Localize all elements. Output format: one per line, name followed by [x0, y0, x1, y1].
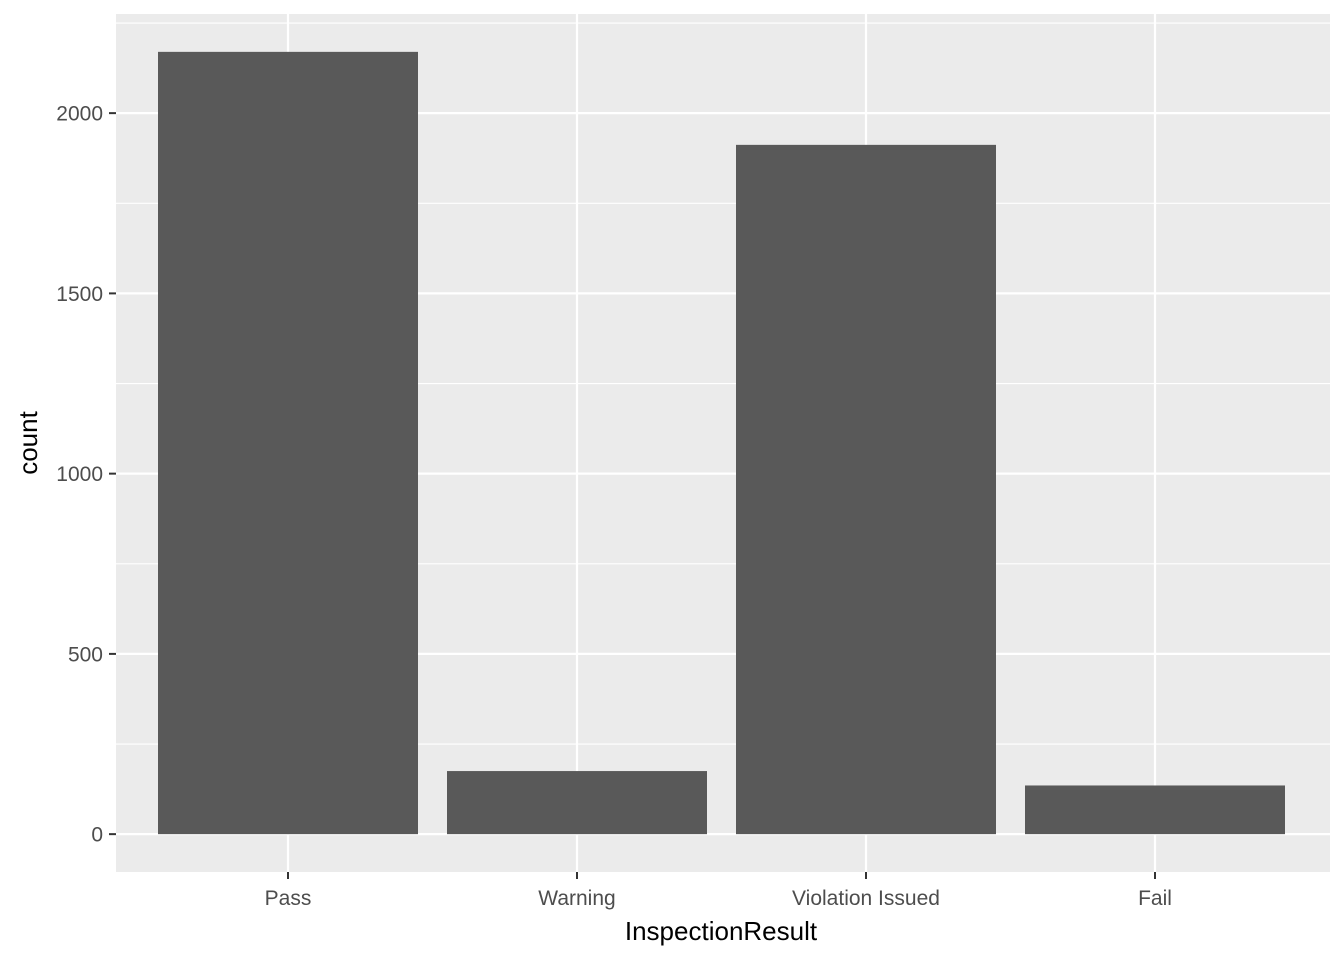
- y-axis-title: count: [13, 410, 43, 474]
- y-tick-label: 500: [68, 643, 103, 666]
- y-tick-label: 2000: [56, 103, 103, 126]
- y-tick-label: 1000: [56, 463, 103, 486]
- x-tick-label: Violation Issued: [792, 887, 940, 910]
- bar-violation-issued: [736, 144, 996, 835]
- bar-warning: [447, 771, 707, 835]
- x-axis-title: InspectionResult: [625, 916, 818, 946]
- bar-fail: [1025, 785, 1285, 835]
- x-axis-ticks: Pass Warning Violation Issued Fail: [265, 872, 1172, 910]
- x-tick-label: Warning: [538, 887, 615, 910]
- x-tick-label: Fail: [1138, 887, 1172, 910]
- y-axis-ticks: 0 500 1000 1500 2000: [56, 103, 116, 847]
- x-tick-label: Pass: [265, 887, 312, 910]
- bar-pass: [158, 51, 418, 835]
- y-tick-label: 0: [91, 824, 103, 847]
- y-tick-label: 1500: [56, 283, 103, 306]
- bars: [158, 51, 1285, 835]
